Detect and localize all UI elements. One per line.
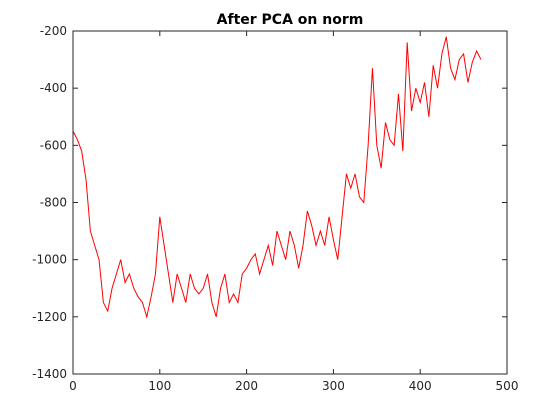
x-tick-label: 200	[235, 379, 258, 393]
chart-title: After PCA on norm	[217, 12, 364, 28]
y-tick-label: -1400	[32, 367, 67, 381]
x-tick-label: 300	[322, 379, 345, 393]
x-tick-label: 500	[496, 379, 519, 393]
y-tick-label: -1200	[32, 310, 67, 324]
axes-box	[72, 30, 508, 375]
y-tick-label: -600	[40, 138, 67, 152]
x-tick-label: 400	[409, 379, 432, 393]
line	[72, 36, 482, 319]
y-tick-label: -200	[40, 24, 67, 38]
x-tick-label: 100	[148, 379, 171, 393]
y-tick-label: -1000	[32, 253, 67, 267]
y-tick-label: -400	[40, 81, 67, 95]
y-tick-label: -800	[40, 196, 67, 210]
x-tick-label: 0	[69, 379, 77, 393]
